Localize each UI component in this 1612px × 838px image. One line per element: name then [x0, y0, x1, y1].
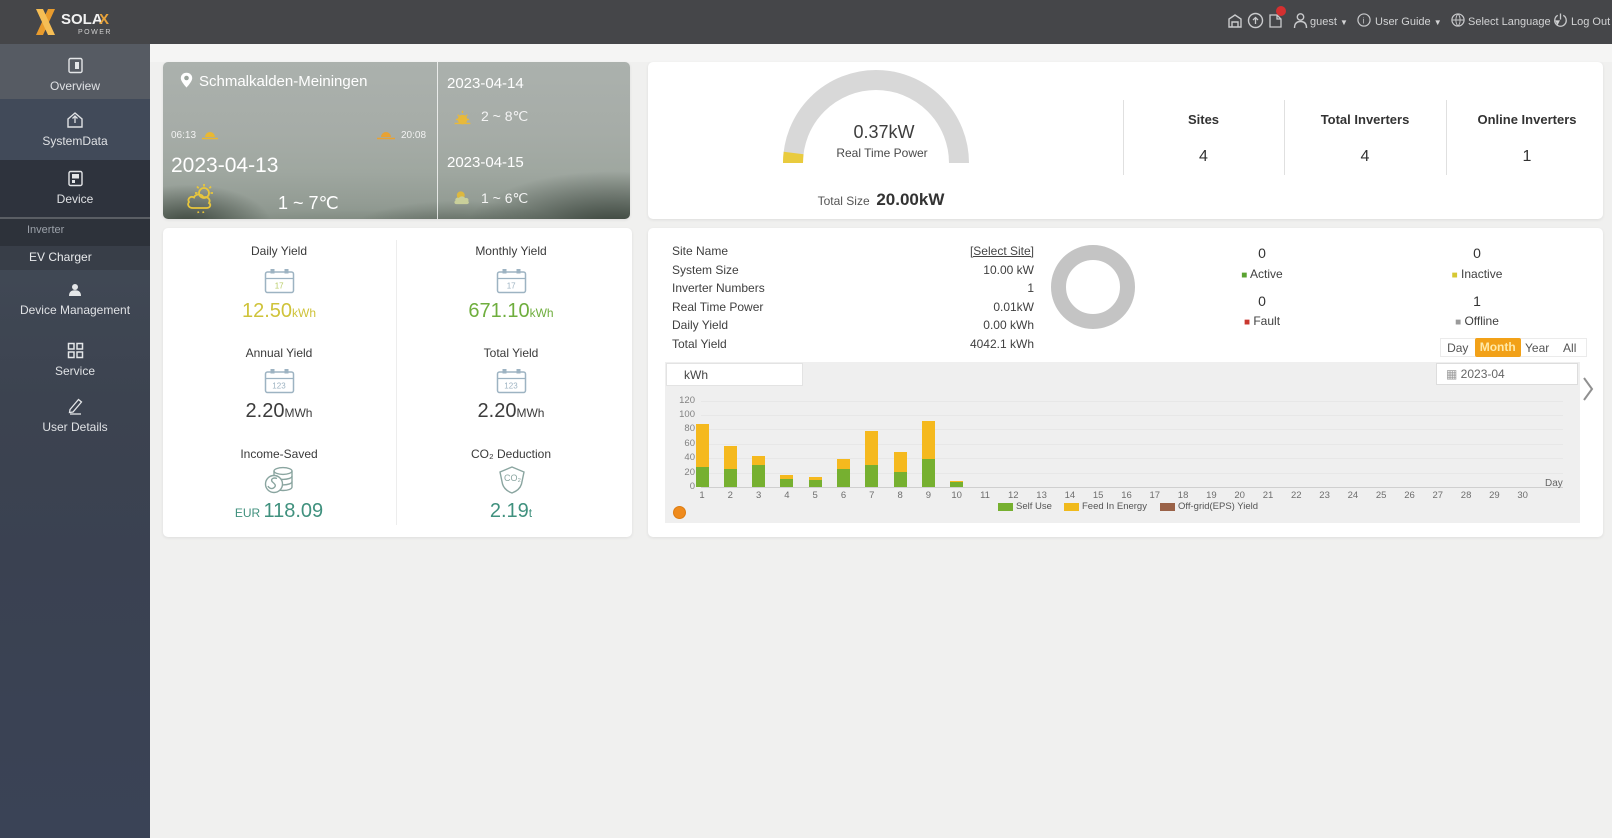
- svg-text:17: 17: [507, 282, 516, 291]
- svg-text:i: i: [1363, 15, 1365, 25]
- svg-text:CO₂: CO₂: [504, 473, 522, 483]
- svg-text:SOLA: SOLA: [61, 11, 103, 28]
- svg-text:17: 17: [275, 282, 284, 291]
- svg-text:POWER: POWER: [78, 29, 112, 36]
- svg-text:X: X: [99, 11, 109, 28]
- svg-text:123: 123: [272, 382, 286, 391]
- svg-text:123: 123: [504, 382, 518, 391]
